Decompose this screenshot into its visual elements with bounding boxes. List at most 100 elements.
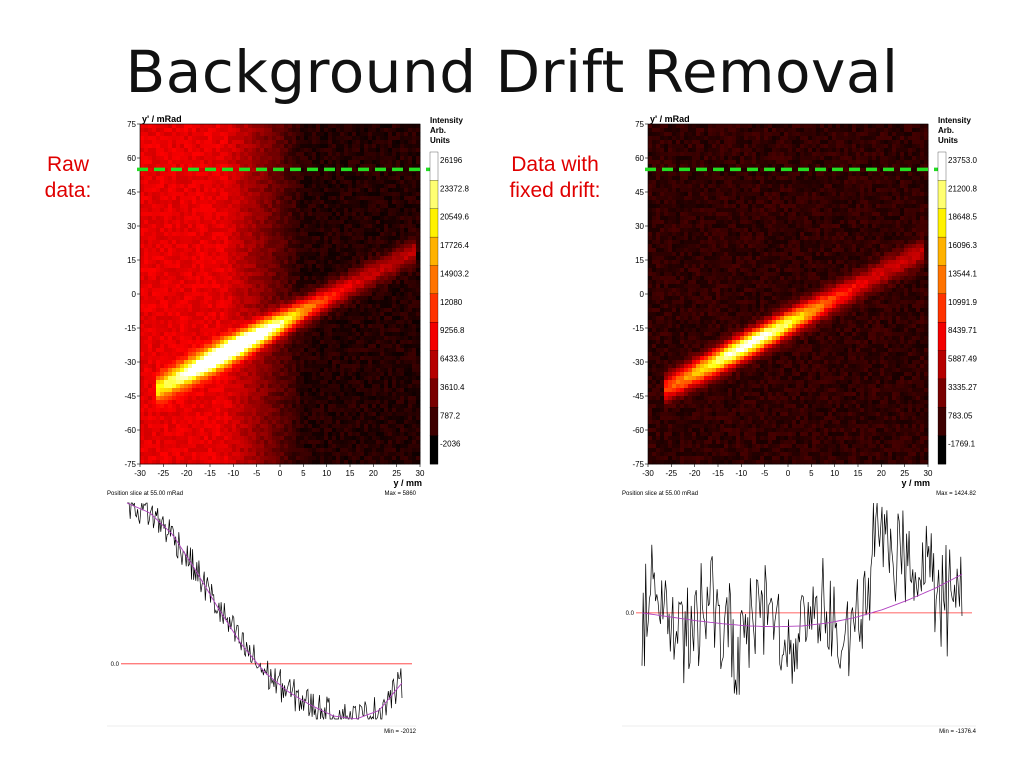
y-tick-label: -45 — [632, 392, 644, 401]
slide-title: Background Drift Removal — [125, 38, 899, 106]
y-tick-label: -15 — [632, 324, 644, 333]
colorbar-value: 16096.3 — [948, 241, 977, 250]
y-tick-label: 30 — [127, 222, 136, 231]
colorbar-value: 21200.8 — [948, 184, 977, 193]
x-tick-label: -10 — [228, 469, 240, 478]
colorbar-value: -1769.1 — [948, 440, 976, 449]
colorbar-value: 3335.27 — [948, 383, 977, 392]
slice-signal — [127, 502, 403, 721]
zero-label: 0.0 — [111, 662, 120, 668]
x-tick-label: 5 — [301, 469, 306, 478]
colorbar-value: 787.2 — [440, 411, 461, 420]
x-tick-label: -5 — [761, 469, 769, 478]
slice-panel-2: Position slice at 55.00 mRad Max = 1424.8… — [622, 491, 977, 735]
colorbar-title: Intensity — [938, 116, 971, 125]
colorbar-value: 8439.71 — [948, 326, 977, 335]
x-tick-label: 25 — [900, 469, 909, 478]
x-tick-label: -5 — [253, 469, 261, 478]
zero-label: 0.0 — [626, 611, 635, 617]
x-tick-label: -20 — [689, 469, 701, 478]
y-tick-label: 15 — [635, 256, 644, 265]
x-tick-label: 25 — [392, 469, 401, 478]
colorbar-value: 23372.8 — [440, 184, 469, 193]
y-tick-label: 0 — [640, 290, 645, 299]
x-tick-label: -25 — [666, 469, 678, 478]
y-tick-label: 30 — [635, 222, 644, 231]
x-tick-label: 15 — [854, 469, 863, 478]
slice-title: Position slice at 55.00 mRad — [622, 491, 698, 497]
slice-min-label: Min = -2012 — [384, 729, 417, 735]
x-tick-label: -15 — [712, 469, 724, 478]
x-tick-label: -10 — [736, 469, 748, 478]
y-tick-label: -75 — [124, 460, 136, 469]
x-tick-label: 20 — [369, 469, 378, 478]
x-tick-label: 0 — [786, 469, 791, 478]
colorbar-title: Intensity — [430, 116, 463, 125]
y-tick-label: 60 — [635, 154, 644, 163]
y-tick-label: 60 — [127, 154, 136, 163]
y-tick-label: 45 — [635, 188, 644, 197]
slice-title: Position slice at 55.00 mRad — [107, 491, 183, 497]
y-tick-label: 0 — [132, 290, 137, 299]
x-tick-label: 15 — [346, 469, 355, 478]
x-tick-label: -25 — [158, 469, 170, 478]
colorbar-value: 23753.0 — [948, 156, 977, 165]
y-tick-label: -15 — [124, 324, 136, 333]
x-tick-label: 10 — [322, 469, 331, 478]
x-tick-label: -30 — [642, 469, 654, 478]
colorbar-value: 14903.2 — [440, 269, 469, 278]
x-axis-label: y / mm — [901, 478, 930, 488]
colorbar-value: 783.05 — [948, 411, 973, 420]
y-tick-label: -45 — [124, 392, 136, 401]
colorbar-value: 18648.5 — [948, 213, 977, 222]
x-tick-label: 10 — [830, 469, 839, 478]
colorbar-title: Arb. — [938, 126, 954, 135]
x-axis-label: y / mm — [393, 478, 422, 488]
slice-fit — [641, 573, 963, 628]
x-tick-label: -30 — [134, 469, 146, 478]
colorbar-value: 5887.49 — [948, 355, 977, 364]
y-tick-label: -30 — [124, 358, 136, 367]
raw-data-label: Raw data: — [44, 153, 92, 202]
colorbar-title: Units — [938, 136, 959, 145]
y-tick-label: 15 — [127, 256, 136, 265]
colorbar-value: 20549.6 — [440, 213, 469, 222]
colorbar-value: 9256.8 — [440, 326, 465, 335]
y-axis-label: y' / mRad — [650, 114, 690, 124]
fixed-drift-label: Data with fixed drift: — [509, 153, 601, 202]
y-tick-label: -75 — [632, 460, 644, 469]
slice-max-label: Max = 5860 — [384, 491, 416, 497]
colorbar-value: 3610.4 — [440, 383, 465, 392]
x-tick-label: -15 — [204, 469, 216, 478]
slice-signal — [641, 502, 963, 695]
colorbar-value: 10991.9 — [948, 298, 977, 307]
y-axis-label: y' / mRad — [142, 114, 182, 124]
colorbar-value: 12080 — [440, 298, 463, 307]
x-tick-label: 5 — [809, 469, 814, 478]
slice-min-label: Min = -1376.4 — [939, 729, 977, 735]
colorbar-value: 26196 — [440, 156, 463, 165]
y-tick-label: 45 — [127, 188, 136, 197]
slice-panel-1: Position slice at 55.00 mRad Max = 5860 Mi… — [107, 491, 417, 735]
x-tick-label: 0 — [278, 469, 283, 478]
slice-max-label: Max = 1424.82 — [936, 491, 977, 497]
colorbar-title: Arb. — [430, 126, 446, 135]
slice-fit — [126, 502, 403, 720]
y-tick-label: -60 — [632, 426, 644, 435]
x-tick-label: -20 — [181, 469, 193, 478]
y-tick-label: -60 — [124, 426, 136, 435]
colorbar-value: -2036 — [440, 440, 461, 449]
colorbar-value: 17726.4 — [440, 241, 469, 250]
y-tick-label: 75 — [127, 120, 136, 129]
x-tick-label: 20 — [877, 469, 886, 478]
colorbar-value: 6433.6 — [440, 355, 465, 364]
colorbar-title: Units — [430, 136, 451, 145]
colorbar-value: 13544.1 — [948, 269, 977, 278]
y-tick-label: 75 — [635, 120, 644, 129]
y-tick-label: -30 — [632, 358, 644, 367]
x-tick-label: 30 — [416, 469, 425, 478]
x-tick-label: 30 — [924, 469, 933, 478]
